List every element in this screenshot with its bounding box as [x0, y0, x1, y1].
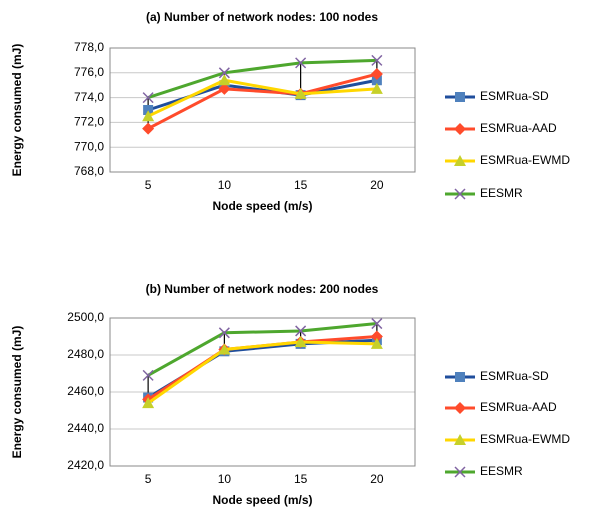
marker	[142, 397, 155, 409]
marker	[371, 54, 383, 66]
series-line	[147, 58, 377, 100]
y-tick-label: 778,0	[74, 40, 104, 54]
x-tick-label: 5	[145, 472, 152, 486]
x-tick-label: 10	[218, 178, 232, 192]
x-tick-label: 20	[370, 472, 384, 486]
marker	[370, 68, 383, 81]
plot-area	[109, 47, 416, 173]
x-axis-title: Node speed (m/s)	[212, 493, 312, 507]
marker	[370, 337, 383, 349]
marker	[294, 336, 307, 348]
marker	[454, 188, 466, 200]
y-tick-label: 772,0	[74, 115, 104, 129]
legend-label: ESMRua-AAD	[480, 400, 557, 414]
marker	[370, 330, 383, 343]
y-tick-label: 768,0	[74, 164, 104, 178]
marker	[142, 110, 155, 122]
marker	[454, 155, 466, 166]
series-line	[147, 72, 378, 130]
marker	[371, 318, 383, 330]
marker	[218, 74, 231, 86]
marker	[142, 369, 154, 381]
marker	[295, 57, 307, 69]
legend-label: ESMRua-AAD	[480, 121, 557, 135]
marker	[454, 123, 466, 135]
plot-area	[109, 317, 416, 467]
marker	[218, 82, 231, 95]
marker	[371, 75, 382, 86]
marker	[454, 434, 466, 445]
x-tick-label: 15	[294, 178, 308, 192]
x-tick-label: 10	[218, 472, 232, 486]
legend-label: ESMRua-SD	[480, 89, 549, 103]
y-tick-label: 774,0	[74, 90, 104, 104]
x-axis-title: Node speed (m/s)	[212, 199, 312, 213]
legend-label: ESMRua-SD	[480, 369, 549, 383]
marker	[454, 402, 466, 414]
marker	[218, 343, 231, 355]
series-line	[147, 322, 378, 377]
series-line	[147, 78, 377, 118]
marker	[143, 105, 154, 115]
legend-label: EESMR	[480, 186, 523, 200]
x-tick-label: 20	[370, 178, 384, 192]
marker	[455, 372, 465, 382]
legend-label: ESMRua-EWMD	[480, 432, 570, 446]
y-tick-label: 2480,0	[67, 347, 104, 361]
series-line	[147, 78, 378, 112]
x-tick-label: 5	[145, 178, 152, 192]
legend-label: ESMRua-EWMD	[480, 153, 570, 167]
marker	[142, 122, 155, 135]
series-line	[147, 340, 377, 405]
marker	[295, 325, 307, 337]
y-tick-label: 2440,0	[67, 421, 104, 435]
marker	[370, 82, 383, 94]
y-tick-label: 2460,0	[67, 384, 104, 398]
marker	[218, 67, 230, 79]
legend-label: EESMR	[480, 464, 523, 478]
y-tick-label: 776,0	[74, 65, 104, 79]
y-tick-label: 2420,0	[67, 458, 104, 472]
marker	[454, 466, 466, 478]
marker	[294, 87, 307, 99]
y-axis-title: Energy consumed (mJ)	[10, 326, 24, 459]
y-tick-label: 2500,0	[67, 310, 104, 324]
chart-title: (a) Number of network nodes: 100 nodes	[146, 10, 378, 24]
y-tick-label: 770,0	[74, 139, 104, 153]
marker	[218, 327, 230, 339]
marker	[455, 92, 465, 102]
x-tick-label: 15	[294, 472, 308, 486]
y-axis-title: Energy consumed (mJ)	[10, 44, 24, 177]
marker	[142, 92, 154, 104]
series-line	[147, 338, 377, 399]
chart-title: (b) Number of network nodes: 200 nodes	[146, 282, 379, 296]
